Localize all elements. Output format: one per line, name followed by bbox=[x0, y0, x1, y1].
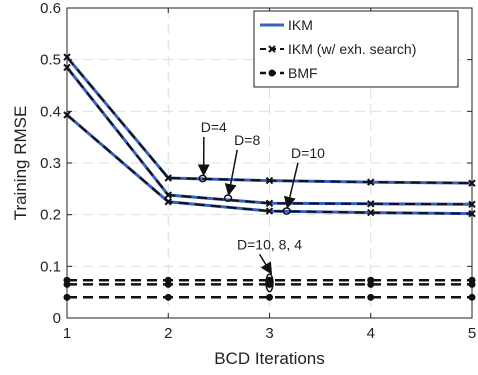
x-tick-label: 1 bbox=[63, 325, 71, 342]
data-point bbox=[63, 111, 71, 119]
data-point bbox=[63, 53, 71, 61]
annotation-label: D=4 bbox=[201, 119, 227, 135]
y-tick-label: 0.2 bbox=[40, 207, 61, 224]
series-3 bbox=[63, 53, 476, 187]
data-point bbox=[164, 293, 172, 301]
series-7 bbox=[63, 280, 476, 288]
legend-label: IKM bbox=[288, 17, 313, 33]
data-point bbox=[468, 280, 476, 288]
data-point bbox=[63, 293, 71, 301]
data-point bbox=[367, 200, 375, 208]
annotation bbox=[258, 253, 274, 293]
y-tick-label: 0.3 bbox=[40, 155, 61, 172]
series-5 bbox=[63, 111, 476, 218]
legend-label: BMF bbox=[288, 65, 318, 81]
data-point bbox=[164, 280, 172, 288]
annotation-label: D=10 bbox=[291, 145, 325, 161]
legend-box bbox=[253, 10, 459, 88]
data-point bbox=[367, 208, 375, 217]
y-tick-label: 0.6 bbox=[40, 0, 61, 17]
data-point bbox=[266, 293, 273, 301]
data-point bbox=[164, 174, 172, 182]
legend bbox=[253, 10, 459, 88]
series-8 bbox=[63, 293, 476, 301]
data-point bbox=[265, 207, 274, 215]
annotation-arrow bbox=[258, 253, 273, 275]
annotation-arrow bbox=[224, 149, 238, 196]
data-point bbox=[63, 280, 71, 288]
x-tick-label: 5 bbox=[468, 325, 476, 342]
y-tick-label: 0.4 bbox=[40, 103, 61, 120]
data-point bbox=[468, 200, 476, 209]
annotation-arrow bbox=[283, 162, 299, 209]
y-tick-label: 0.5 bbox=[40, 52, 61, 69]
annotation bbox=[197, 136, 210, 183]
data-point bbox=[63, 63, 71, 72]
data-point bbox=[468, 179, 476, 187]
annotation bbox=[282, 162, 299, 215]
data-point bbox=[164, 198, 172, 206]
data-point bbox=[468, 209, 476, 218]
x-tick-label: 4 bbox=[367, 325, 375, 342]
series-4 bbox=[63, 63, 476, 209]
y-axis-label: Training RMSE bbox=[11, 106, 30, 221]
legend-label: IKM (w/ exh. search) bbox=[288, 41, 416, 57]
data-point bbox=[265, 199, 274, 208]
x-axis-label: BCD Iterations bbox=[214, 349, 325, 368]
x-tick-label: 3 bbox=[265, 325, 273, 342]
data-point bbox=[266, 280, 273, 288]
y-tick-label: 0 bbox=[53, 310, 61, 327]
data-point bbox=[468, 293, 476, 301]
series-line bbox=[66, 114, 473, 215]
legend-marker bbox=[268, 69, 276, 77]
legend-marker bbox=[268, 45, 276, 53]
data-point bbox=[367, 178, 375, 186]
data-point bbox=[164, 191, 172, 199]
annotation bbox=[223, 149, 238, 202]
annotation-label: D=8 bbox=[234, 132, 260, 148]
data-point bbox=[367, 280, 375, 288]
y-tick-label: 0.1 bbox=[40, 258, 61, 275]
data-point bbox=[265, 176, 274, 185]
x-tick-label: 2 bbox=[164, 325, 172, 342]
data-point bbox=[367, 293, 375, 301]
annotation-label: D=10, 8, 4 bbox=[237, 236, 302, 252]
